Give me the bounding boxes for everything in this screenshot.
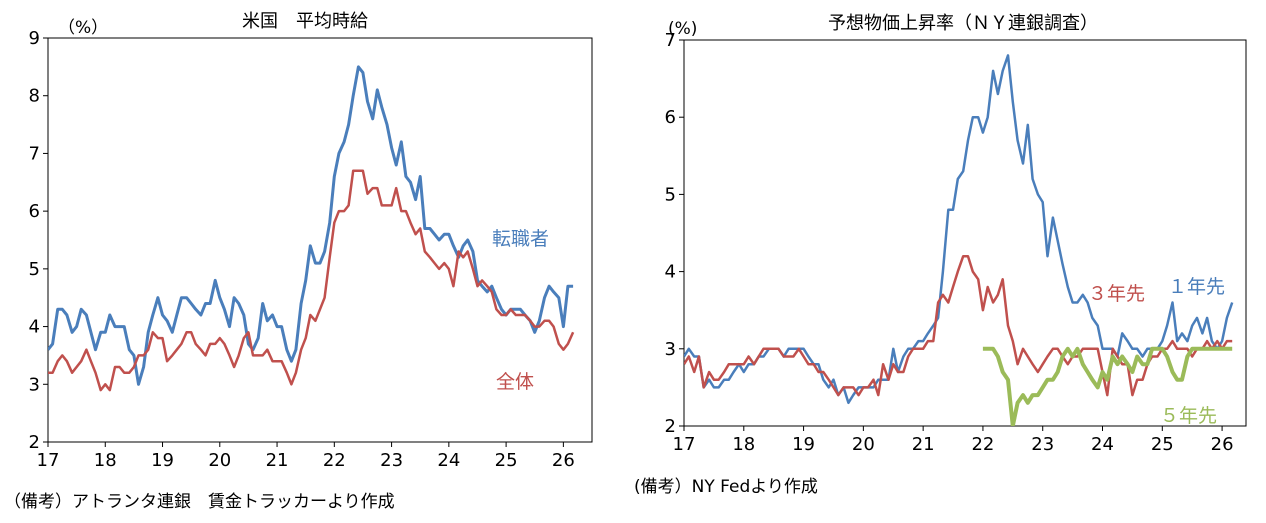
y-tick-label-2: 4 bbox=[665, 262, 676, 283]
x-tick-label-9: 26 bbox=[1211, 434, 1234, 455]
x-tick-label-2: 19 bbox=[151, 450, 174, 471]
y-tick-label-6: 8 bbox=[29, 86, 40, 107]
y-tick-label-0: 2 bbox=[29, 432, 40, 453]
x-tick-label-3: 20 bbox=[208, 450, 231, 471]
series-annotation-2: ５年先 bbox=[1160, 405, 1217, 427]
y-tick-label-5: 7 bbox=[29, 143, 40, 164]
y-tick-label-1: 3 bbox=[665, 339, 676, 360]
y-axis-unit: (%) bbox=[668, 19, 697, 39]
x-tick-label-8: 25 bbox=[1151, 434, 1174, 455]
series-line-2 bbox=[982, 346, 1233, 426]
inflation-chart-note: (備考）NY Fedより作成 bbox=[634, 477, 818, 497]
inflation-expectation-chart-panel: 2 3 4 5 6 7 17 18 19 20 21 22 23 24 25 26 予想物価上昇率（ＮＹ連銀調査… bbox=[630, 0, 1266, 523]
x-tick-label-8: 25 bbox=[495, 450, 518, 471]
x-tick-label-0: 17 bbox=[37, 450, 60, 471]
series-annotation-1: １年先 bbox=[1168, 276, 1225, 298]
series-annotation-1: 全体 bbox=[496, 371, 534, 393]
x-tick-label-5: 22 bbox=[971, 434, 994, 455]
wage-chart-panel: 2 3 4 5 6 7 8 9 17 18 19 20 21 22 23 24 25 26 米国 平均時給 （%） 転職… bbox=[0, 0, 600, 523]
x-tick-label-0: 17 bbox=[673, 434, 696, 455]
plot-frame bbox=[47, 37, 593, 443]
series-annotation-0: 転職者 bbox=[492, 228, 549, 250]
y-tick-label-3: 5 bbox=[665, 184, 676, 205]
x-tick-label-3: 20 bbox=[852, 434, 875, 455]
plot-frame bbox=[683, 39, 1247, 427]
chart-title: 米国 平均時給 bbox=[242, 11, 368, 32]
x-tick-label-1: 18 bbox=[94, 450, 117, 471]
x-tick-label-5: 22 bbox=[323, 450, 346, 471]
x-tick-label-2: 19 bbox=[792, 434, 815, 455]
y-axis-unit: （%） bbox=[58, 18, 108, 38]
x-tick-label-7: 24 bbox=[1091, 434, 1114, 455]
series-line-1 bbox=[684, 254, 1233, 397]
y-tick-label-7: 9 bbox=[29, 28, 40, 49]
series-line-0 bbox=[48, 65, 574, 386]
wage-chart-note: （備考）アトランタ連銀 賃金トラッカーより作成 bbox=[4, 492, 395, 512]
x-tick-label-4: 21 bbox=[912, 434, 935, 455]
y-tick-label-4: 6 bbox=[665, 107, 676, 128]
y-tick-label-0: 2 bbox=[665, 416, 676, 437]
series-line-1 bbox=[48, 169, 575, 392]
chart-title: 予想物価上昇率（ＮＹ連銀調査） bbox=[828, 13, 1098, 34]
series-annotation-0: ３年先 bbox=[1088, 283, 1145, 305]
x-tick-label-6: 23 bbox=[380, 450, 403, 471]
x-tick-label-6: 23 bbox=[1031, 434, 1054, 455]
x-tick-label-9: 26 bbox=[552, 450, 575, 471]
y-tick-label-1: 3 bbox=[29, 374, 40, 395]
x-tick-label-1: 18 bbox=[732, 434, 755, 455]
y-tick-label-2: 4 bbox=[29, 317, 40, 338]
y-tick-label-3: 5 bbox=[29, 259, 40, 280]
x-tick-label-7: 24 bbox=[437, 450, 460, 471]
y-tick-label-5: 7 bbox=[665, 30, 676, 51]
y-tick-label-4: 6 bbox=[29, 201, 40, 222]
x-tick-label-4: 21 bbox=[266, 450, 289, 471]
